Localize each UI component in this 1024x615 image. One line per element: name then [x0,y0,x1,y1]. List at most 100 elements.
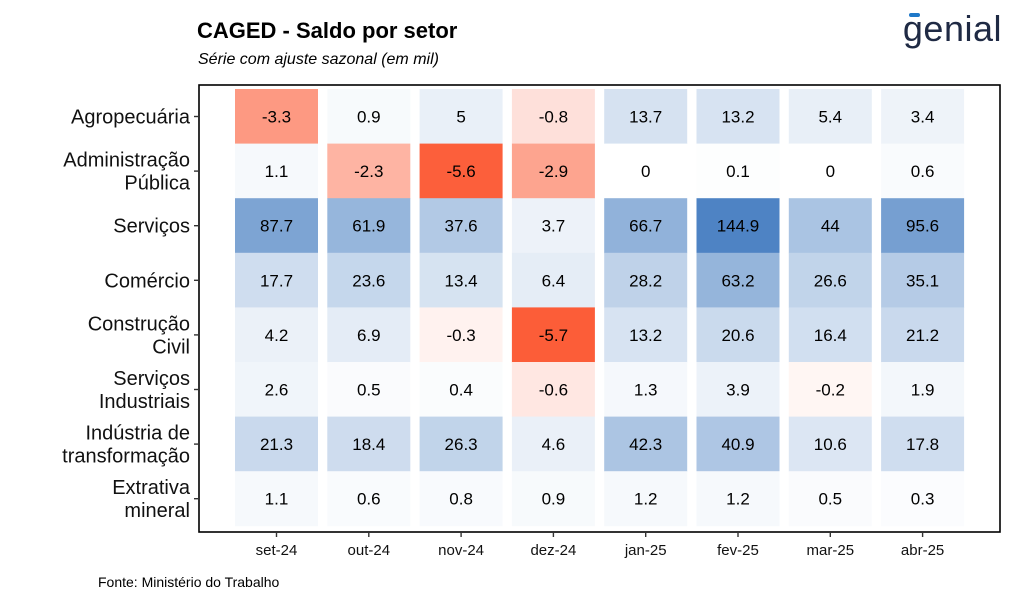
heatmap-cell [881,471,965,527]
heatmap-cell [788,198,872,254]
cell-value-label: 0.9 [357,108,381,127]
source-note: Fonte: Ministério do Trabalho [98,574,280,590]
chart-title: CAGED - Saldo por setor [197,18,458,43]
heatmap-cell [327,307,411,363]
heatmap-cell [696,416,780,472]
heatmap-cell [235,471,318,527]
cell-value-label: 1.3 [634,381,658,400]
cell-value-label: 0 [641,162,650,181]
heatmap-cell [696,362,780,417]
cell-value-label: 44 [821,217,840,236]
cell-value-label: 35.1 [906,271,939,290]
heatmap-cell [604,471,688,527]
y-tick-label-line: Serviços [113,216,190,238]
heatmap-cell [327,416,411,472]
cell-value-label: 144.9 [717,217,760,236]
cell-value-label: 23.6 [352,271,385,290]
heatmap-cell [511,471,595,527]
cell-value-label: 0.5 [818,490,842,509]
cell-value-label: -0.2 [816,381,845,400]
heatmap-cell [235,362,318,417]
cell-value-label: 13.4 [445,271,478,290]
cell-value-label: 21.3 [260,435,293,454]
x-tick-label: dez-24 [530,542,576,559]
heatmap-cell [604,89,688,144]
cell-value-label: 0.6 [911,162,935,181]
cell-value-label: 1.1 [265,490,289,509]
heatmap-cell [419,198,503,254]
cell-value-label: -0.8 [539,108,568,127]
heatmap-cell [235,416,318,472]
heatmap-cell [881,416,965,472]
heatmap-cell [788,416,872,472]
cell-value-label: 3.9 [726,381,750,400]
heatmap-cell [511,416,595,472]
heatmap-cell [235,143,318,199]
cell-value-label: 0.5 [357,381,381,400]
cell-value-label: 3.4 [911,108,935,127]
cell-value-label: -0.6 [539,381,568,400]
y-tick-label-line: mineral [124,500,190,522]
heatmap-cell [327,89,411,144]
cell-value-label: 37.6 [445,217,478,236]
heatmap-cells: -3.3 0.9 5 -0.8 13.7 13.2 5.4 3.4 1.1 -2.3 -5.6 -2.… [235,89,965,527]
y-tick-label: Construção Civil [88,313,190,358]
heatmap-cell [881,143,965,199]
heatmap-cell [696,143,780,199]
y-tick-label: Comércio [104,270,190,292]
cell-value-label: 13.7 [629,108,662,127]
heatmap-cell [788,307,872,363]
heatmap-cell [696,307,780,363]
heatmap-cell [788,362,872,417]
y-tick-label-line: Indústria de [85,423,190,445]
heatmap-cell [881,198,965,254]
heatmap-cell [511,252,595,308]
cell-value-label: 16.4 [814,326,847,345]
heatmap-cell [604,307,688,363]
cell-value-label: 1.2 [726,490,750,509]
y-tick-label-line: Comércio [104,270,190,292]
cell-value-label: 66.7 [629,217,662,236]
cell-value-label: 26.6 [814,271,847,290]
heatmap-cell [511,307,595,363]
heatmap-cell [696,471,780,527]
cell-value-label: 18.4 [352,435,385,454]
y-tick-label-line: Civil [152,336,190,358]
cell-value-label: 4.6 [542,435,566,454]
y-tick-label-line: Agropecuária [71,107,191,129]
y-tick-label-line: Industriais [99,391,190,413]
heatmap-cell [881,307,965,363]
heatmap-cell [511,143,595,199]
cell-value-label: 6.9 [357,326,381,345]
heatmap-cell [788,89,872,144]
cell-value-label: -0.3 [446,326,475,345]
cell-value-label: 0.9 [542,490,566,509]
cell-value-label: -5.7 [539,326,568,345]
cell-value-label: 17.7 [260,271,293,290]
cell-value-label: -2.9 [539,162,568,181]
cell-value-label: 13.2 [721,108,754,127]
logo-accent-icon [908,13,920,17]
y-tick-label-line: Pública [124,173,190,195]
heatmap-cell [419,362,503,417]
x-tick-label: nov-24 [438,542,484,559]
heatmap-cell [604,416,688,472]
heatmap-cell [604,362,688,417]
cell-value-label: 63.2 [721,271,754,290]
plot-frame [198,84,1001,533]
cell-value-label: 87.7 [260,217,293,236]
y-tick-label-line: Administração [63,150,190,172]
heatmap-cell [419,252,503,308]
cell-value-label: 6.4 [542,271,566,290]
cell-value-label: -2.3 [354,162,383,181]
heatmap-cell [235,307,318,363]
heatmap-cell [881,252,965,308]
cell-value-label: 13.2 [629,326,662,345]
cell-value-label: 1.9 [911,381,935,400]
heatmap-cell [327,252,411,308]
cell-value-label: 10.6 [814,435,847,454]
heatmap-cell [604,143,688,199]
cell-value-label: 5.4 [818,108,842,127]
y-tick-label-line: Serviços [113,368,190,390]
heatmap-cell [235,89,318,144]
